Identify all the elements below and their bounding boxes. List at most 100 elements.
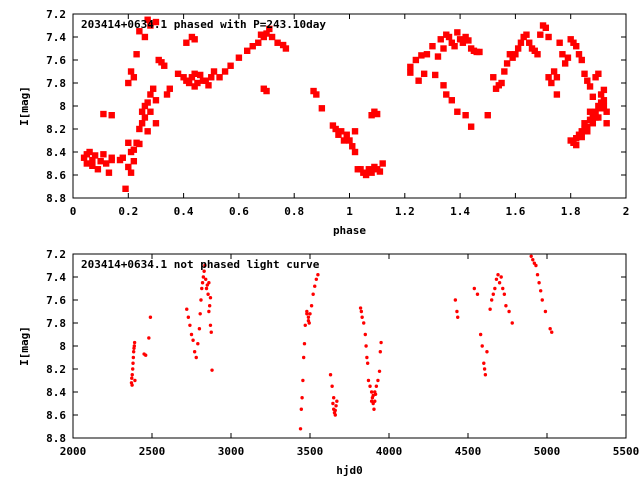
data-point — [203, 263, 207, 268]
data-point — [147, 91, 154, 98]
data-point — [268, 33, 276, 41]
data-point — [127, 169, 135, 176]
data-point — [255, 39, 262, 46]
plot-frame — [72, 13, 627, 199]
data-point — [378, 350, 383, 354]
data-point — [531, 258, 535, 262]
data-point — [148, 315, 153, 319]
data-point — [372, 407, 376, 411]
data-point — [407, 69, 414, 76]
data-point — [492, 85, 500, 92]
data-point — [147, 336, 151, 340]
data-point — [581, 120, 588, 127]
data-point — [360, 315, 364, 319]
data-point — [279, 41, 287, 49]
data-point — [493, 286, 497, 291]
data-point — [205, 82, 212, 89]
data-point — [376, 168, 384, 175]
data-point — [462, 33, 469, 41]
data-point — [517, 39, 525, 46]
data-point — [556, 39, 563, 46]
x-axis-label: phase — [333, 224, 366, 237]
data-point — [357, 166, 364, 173]
data-point — [188, 74, 196, 81]
data-point — [207, 304, 212, 308]
data-point — [343, 131, 350, 138]
chart-title: 203414+0634.1 phased with P=243.10day — [81, 18, 326, 31]
x-tick-label: 2000 — [60, 445, 87, 458]
data-point — [462, 112, 469, 119]
data-point — [130, 383, 134, 387]
data-point — [491, 292, 495, 296]
data-point — [592, 74, 599, 81]
data-point — [158, 59, 165, 66]
data-point — [434, 53, 442, 60]
x-tick-label: 1.4 — [450, 205, 470, 218]
data-point — [125, 139, 132, 146]
x-tick-label: 1 — [346, 205, 353, 218]
data-point — [136, 140, 143, 148]
data-point — [537, 31, 544, 38]
data-point — [540, 298, 544, 302]
data-point — [498, 79, 505, 87]
data-point — [186, 315, 191, 319]
data-point — [443, 91, 450, 98]
x-tick-label: 1.2 — [395, 205, 415, 218]
data-point — [483, 373, 488, 377]
y-tick-label: 7.6 — [46, 294, 66, 307]
data-point — [550, 330, 554, 334]
data-point — [166, 85, 173, 92]
y-tick-label: 8 — [59, 340, 66, 353]
data-point — [535, 273, 540, 277]
data-point — [210, 368, 214, 372]
data-point — [94, 166, 102, 173]
data-point — [456, 36, 464, 43]
data-point — [185, 79, 193, 87]
data-point — [127, 68, 135, 75]
x-tick-label: 0.2 — [118, 205, 138, 218]
data-point — [445, 33, 453, 41]
data-point — [379, 340, 383, 345]
data-point — [191, 83, 198, 90]
data-point — [365, 361, 370, 365]
data-point — [567, 36, 574, 43]
data-point — [529, 254, 533, 258]
y-tick-label: 8.8 — [46, 192, 66, 205]
data-point — [266, 25, 273, 33]
data-point — [407, 63, 414, 71]
data-point — [144, 128, 151, 135]
data-point — [418, 52, 425, 59]
x-tick-label: 4000 — [376, 445, 403, 458]
x-axis-label: hjd0 — [336, 464, 363, 477]
data-point — [131, 350, 136, 354]
data-point — [490, 74, 497, 81]
data-point — [476, 48, 483, 56]
x-tick-label: 5000 — [534, 445, 561, 458]
data-point — [210, 68, 218, 75]
y-tick-label: 8.4 — [46, 146, 66, 159]
data-point — [330, 384, 334, 388]
data-point — [313, 284, 317, 288]
data-point — [130, 74, 138, 81]
data-point — [573, 43, 580, 50]
data-point — [340, 137, 348, 144]
data-point — [152, 18, 160, 26]
data-point — [550, 68, 558, 75]
data-point — [97, 158, 104, 165]
data-point — [467, 123, 475, 130]
data-point — [548, 79, 555, 87]
x-tick-label: 0.6 — [229, 205, 249, 218]
data-point — [331, 401, 335, 406]
data-point — [200, 286, 204, 291]
x-tick-label: 1.8 — [561, 205, 581, 218]
data-point — [208, 296, 213, 300]
data-point — [365, 355, 369, 360]
data-point — [482, 367, 487, 371]
data-point — [586, 116, 594, 123]
data-point — [512, 51, 519, 58]
data-point — [578, 56, 585, 64]
data-point — [100, 110, 107, 118]
data-point — [448, 39, 456, 46]
data-point — [108, 112, 115, 119]
y-tick-label: 7.6 — [46, 54, 66, 67]
